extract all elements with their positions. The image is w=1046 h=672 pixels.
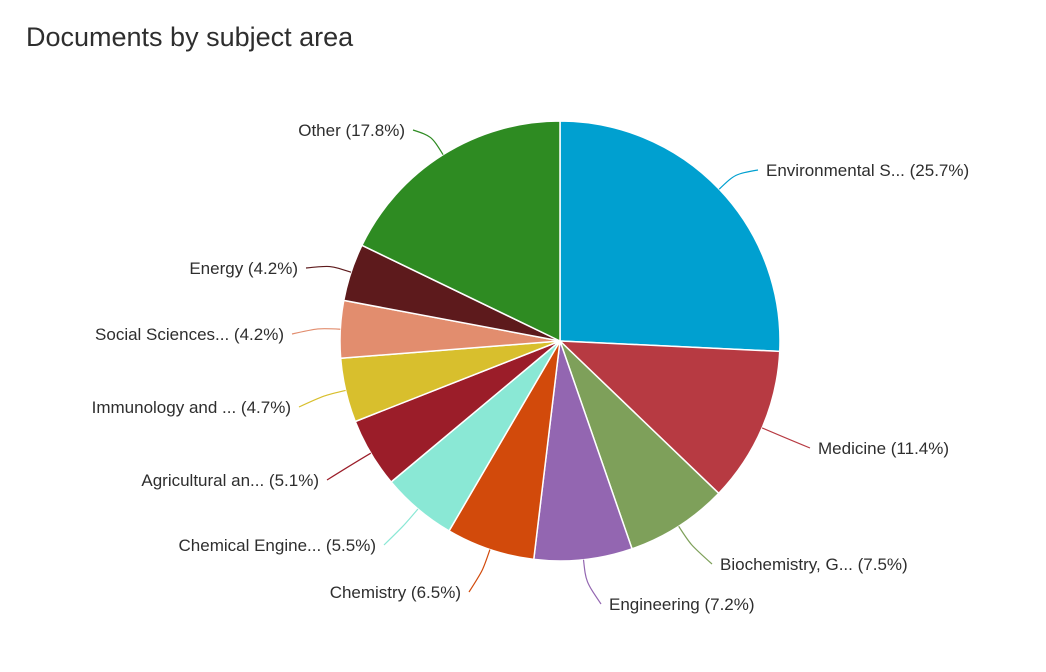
labels-layer: Environmental S... (25.7%) Medicine (11.4… (92, 121, 970, 614)
chart-title: Documents by subject area (26, 22, 354, 52)
leader-line-medicine (761, 427, 811, 449)
pie-slice-biochemistry-g[interactable] (559, 340, 720, 550)
leader-line-energy (305, 265, 352, 273)
slice-label-energy: Energy (4.2%) (189, 259, 298, 278)
pie-slice-environmental-s[interactable] (559, 120, 781, 353)
leader-line-social-sciences (291, 328, 341, 335)
slices-layer (339, 120, 781, 562)
slice-label-biochemistry-g: Biochemistry, G... (7.5%) (720, 555, 908, 574)
leader-line-biochemistry-g (678, 525, 713, 565)
pie-slice-medicine[interactable] (559, 340, 781, 495)
leader-line-agricultural-an (326, 452, 372, 481)
slice-label-medicine: Medicine (11.4%) (818, 439, 949, 458)
leader-line-other (412, 129, 444, 155)
slice-label-other: Other (17.8%) (298, 121, 405, 140)
slice-label-immunology-and: Immunology and ... (4.7%) (92, 398, 291, 417)
leader-line-engineering (582, 559, 602, 605)
slice-label-environmental-s: Environmental S... (25.7%) (766, 161, 969, 180)
leader-line-chemistry (468, 549, 491, 593)
slice-label-agricultural-an: Agricultural an... (5.1%) (141, 471, 319, 490)
slice-label-chemical-engine: Chemical Engine... (5.5%) (179, 536, 376, 555)
leader-line-immunology-and (298, 389, 346, 408)
leader-lines-layer (291, 129, 811, 605)
pie-slice-other[interactable] (361, 120, 561, 342)
pie-slice-engineering[interactable] (533, 340, 633, 562)
leader-line-chemical-engine (383, 508, 419, 546)
slice-label-social-sciences: Social Sciences... (4.2%) (95, 325, 284, 344)
leader-line-environmental-s (718, 169, 759, 190)
slice-label-engineering: Engineering (7.2%) (609, 595, 755, 614)
slice-label-chemistry: Chemistry (6.5%) (330, 583, 461, 602)
